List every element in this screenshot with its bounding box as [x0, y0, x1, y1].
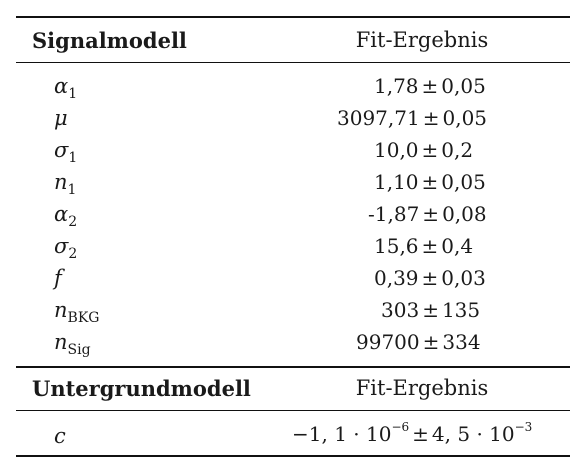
param-n1: n1	[54, 170, 77, 198]
value-n1: 1,10 ±0,05	[374, 170, 486, 194]
value-c: −1, 1 · 10−6 ±4, 5 · 10−3	[292, 420, 533, 446]
param-mu: μ	[54, 106, 68, 130]
signal-model-header: Signalmodell	[32, 28, 187, 53]
param-c: c	[54, 424, 66, 448]
background-fit-result-header: Fit-Ergebnis	[355, 376, 489, 400]
param-sigma1: σ1	[54, 138, 78, 166]
value-n-sig: 99700 ±334	[356, 330, 481, 354]
param-alpha1: α1	[54, 74, 78, 102]
value-alpha1: 1,78 ±0,05	[374, 74, 486, 98]
signal-fit-result-header: Fit-Ergebnis	[355, 28, 489, 52]
param-f: f	[54, 266, 62, 290]
bottom-rule	[16, 455, 570, 457]
value-sigma1: 10,0 ±0,2	[374, 138, 474, 162]
background-header-rule	[16, 410, 570, 411]
value-n-bkg: 303 ±135	[381, 298, 481, 322]
value-mu: 3097,71 ±0,05	[337, 106, 488, 130]
top-rule	[16, 16, 570, 18]
value-alpha2: -1,87 ±0,08	[368, 202, 487, 226]
param-sigma2: σ2	[54, 234, 78, 262]
param-n-sig: nSig	[54, 330, 91, 358]
signal-header-rule	[16, 62, 570, 63]
param-alpha2: α2	[54, 202, 78, 230]
value-sigma2: 15,6 ±0,4	[374, 234, 474, 258]
background-separator-rule	[16, 366, 570, 368]
background-model-header: Untergrundmodell	[32, 376, 251, 401]
param-n-bkg: nBKG	[54, 298, 100, 326]
value-f: 0,39 ±0,03	[374, 266, 486, 290]
